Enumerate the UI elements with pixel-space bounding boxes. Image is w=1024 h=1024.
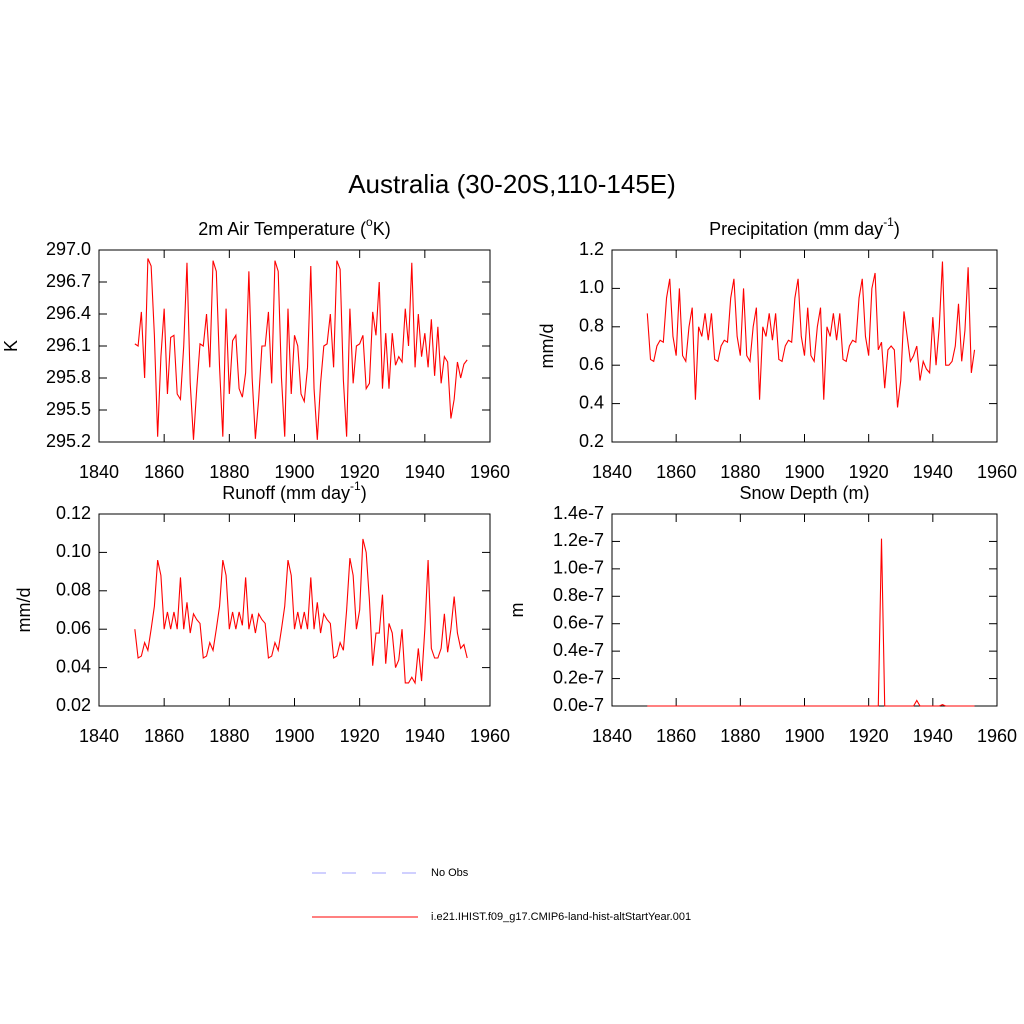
y-tick-label: 0.08 <box>56 580 91 600</box>
data-line <box>134 258 468 440</box>
y-tick-label: 1.4e-7 <box>553 503 604 523</box>
x-tick-label: 1840 <box>592 726 632 746</box>
x-tick-label: 1880 <box>209 462 249 482</box>
data-line <box>647 538 975 707</box>
panel-title: Runoff (mm day-1) <box>222 479 366 503</box>
y-tick-label: 1.0 <box>579 277 604 297</box>
legend-label: No Obs <box>431 867 469 879</box>
x-tick-label: 1920 <box>340 462 380 482</box>
y-tick-label: 1.0e-7 <box>553 558 604 578</box>
x-tick-label: 1900 <box>784 726 824 746</box>
y-axis-label: mm/d <box>14 588 34 633</box>
x-tick-label: 1860 <box>656 726 696 746</box>
plot-frame <box>98 513 491 707</box>
x-tick-label: 1880 <box>720 726 760 746</box>
plot-frame <box>611 513 998 707</box>
x-tick-label: 1940 <box>405 462 445 482</box>
x-tick-label: 1900 <box>274 462 314 482</box>
title-text: Runoff (mm day <box>222 483 350 503</box>
x-tick-label: 1860 <box>144 726 184 746</box>
x-tick-label: 1960 <box>470 462 510 482</box>
y-tick-label: 0.12 <box>56 503 91 523</box>
y-tick-label: 0.02 <box>56 695 91 715</box>
title-text: K) <box>373 219 391 239</box>
y-tick-label: 295.5 <box>46 399 91 419</box>
x-tick-label: 1840 <box>592 462 632 482</box>
y-tick-label: 0.10 <box>56 541 91 561</box>
panel-title: Precipitation (mm day-1) <box>709 215 900 239</box>
y-tick-label: 0.4e-7 <box>553 640 604 660</box>
y-tick-label: 297.0 <box>46 239 91 259</box>
x-tick-label: 1940 <box>405 726 445 746</box>
y-axis-label: K <box>1 340 21 352</box>
x-tick-label: 1900 <box>784 462 824 482</box>
title-text: Precipitation (mm day <box>709 219 883 239</box>
title-superscript: o <box>366 215 373 229</box>
x-tick-label: 1860 <box>656 462 696 482</box>
x-tick-label: 1920 <box>849 726 889 746</box>
x-tick-label: 1920 <box>849 462 889 482</box>
panel-title: 2m Air Temperature (oK) <box>198 215 390 239</box>
y-tick-label: 0.0e-7 <box>553 695 604 715</box>
y-axis-label: m <box>507 603 527 618</box>
x-tick-label: 1880 <box>720 462 760 482</box>
data-line <box>646 261 976 408</box>
y-tick-label: 1.2e-7 <box>553 530 604 550</box>
y-tick-label: 0.4 <box>579 392 604 412</box>
x-tick-label: 1960 <box>977 462 1017 482</box>
x-tick-label: 1940 <box>913 726 953 746</box>
y-tick-label: 0.2 <box>579 431 604 451</box>
y-tick-label: 295.8 <box>46 367 91 387</box>
y-tick-label: 0.06 <box>56 618 91 638</box>
title-superscript: -1 <box>883 215 894 229</box>
data-line <box>134 538 468 685</box>
y-tick-label: 296.4 <box>46 303 91 323</box>
title-text: ) <box>894 219 900 239</box>
title-text: ) <box>361 483 367 503</box>
title-text: 2m Air Temperature ( <box>198 219 366 239</box>
panel-title: Snow Depth (m) <box>739 483 869 503</box>
y-tick-label: 296.7 <box>46 271 91 291</box>
x-tick-label: 1860 <box>144 462 184 482</box>
x-tick-label: 1960 <box>470 726 510 746</box>
y-tick-label: 296.1 <box>46 335 91 355</box>
x-tick-label: 1920 <box>340 726 380 746</box>
x-tick-label: 1840 <box>79 462 119 482</box>
y-tick-label: 0.8e-7 <box>553 585 604 605</box>
y-axis-label: mm/d <box>537 324 557 369</box>
x-tick-label: 1900 <box>274 726 314 746</box>
y-tick-label: 0.04 <box>56 656 91 676</box>
y-tick-label: 0.2e-7 <box>553 667 604 687</box>
y-tick-label: 295.2 <box>46 431 91 451</box>
legend-label: i.e21.IHIST.f09_g17.CMIP6-land-hist-altS… <box>431 911 691 923</box>
title-superscript: -1 <box>350 479 361 493</box>
y-tick-label: 0.8 <box>579 316 604 336</box>
figure-title: Australia (30-20S,110-145E) <box>348 169 676 199</box>
y-tick-label: 1.2 <box>579 239 604 259</box>
x-tick-label: 1960 <box>977 726 1017 746</box>
x-tick-label: 1840 <box>79 726 119 746</box>
plot-frame <box>98 249 491 443</box>
x-tick-label: 1940 <box>913 462 953 482</box>
x-tick-label: 1880 <box>209 726 249 746</box>
y-tick-label: 0.6 <box>579 354 604 374</box>
y-tick-label: 0.6e-7 <box>553 612 604 632</box>
